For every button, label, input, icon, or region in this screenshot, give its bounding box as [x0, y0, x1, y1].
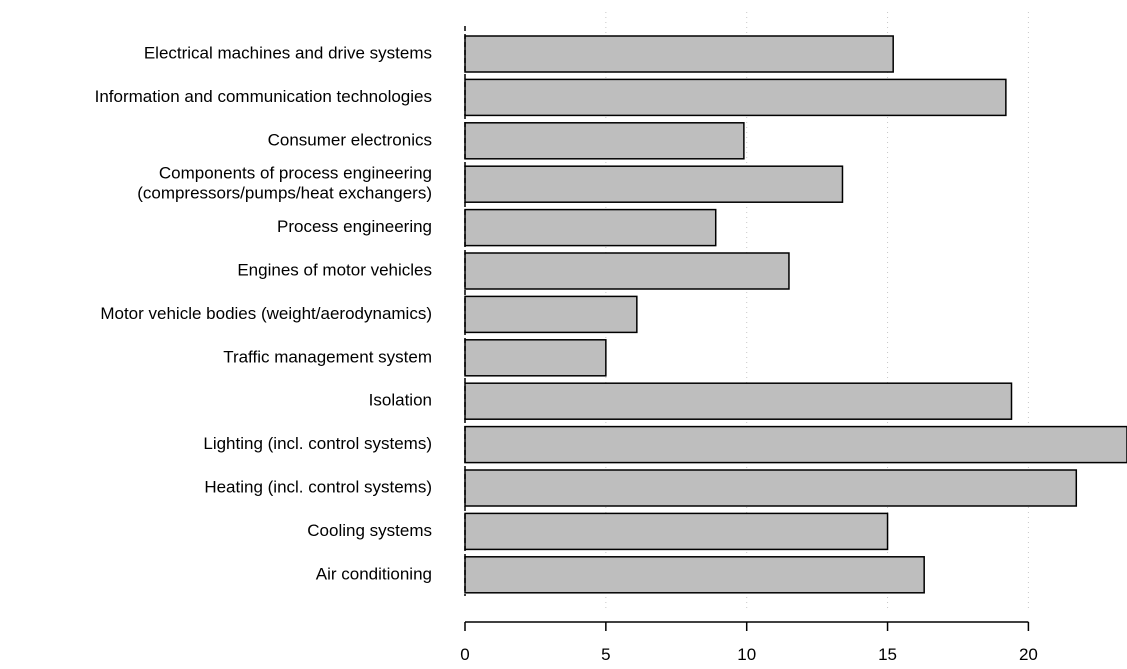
- category-label: Heating (incl. control systems): [204, 477, 432, 496]
- x-tick-label: 0: [460, 645, 469, 664]
- bar: [464, 165, 844, 203]
- category-label: Information and communication technologi…: [95, 87, 432, 106]
- category-label: Electrical machines and drive systems: [144, 43, 432, 62]
- x-tick-label: 5: [601, 645, 610, 664]
- category-label: Isolation: [369, 391, 432, 410]
- bar: [464, 469, 1078, 507]
- category-label: Consumer electronics: [268, 130, 432, 149]
- category-label: Cooling systems: [307, 521, 432, 540]
- category-label: Lighting (incl. control systems): [203, 434, 432, 453]
- x-tick-label: 10: [737, 645, 756, 664]
- category-label: Engines of motor vehicles: [237, 260, 432, 279]
- bar: [464, 425, 1127, 464]
- bar: [464, 208, 717, 247]
- bar: [464, 382, 1013, 420]
- bar: [464, 295, 638, 334]
- bar: [464, 122, 745, 160]
- category-label: Motor vehicle bodies (weight/aerodynamic…: [100, 304, 432, 323]
- x-tick-label: 20: [1019, 645, 1038, 664]
- bar: [464, 78, 1007, 117]
- category-label: Process engineering: [277, 217, 432, 236]
- category-label: Traffic management system: [223, 347, 432, 366]
- bars: [464, 35, 1127, 594]
- category-label: (compressors/pumps/heat exchangers): [137, 184, 432, 203]
- bar: [464, 339, 607, 377]
- category-labels: Electrical machines and drive systems Inf…: [95, 43, 432, 583]
- x-axis: 0 5 10 15 20: [460, 26, 1038, 664]
- x-tick-label: 15: [878, 645, 897, 664]
- bar: [464, 252, 790, 290]
- bar: [464, 512, 889, 551]
- bar: [464, 556, 925, 594]
- category-label: Air conditioning: [316, 564, 432, 583]
- bar: [464, 35, 894, 73]
- category-label: Components of process engineering: [159, 164, 432, 183]
